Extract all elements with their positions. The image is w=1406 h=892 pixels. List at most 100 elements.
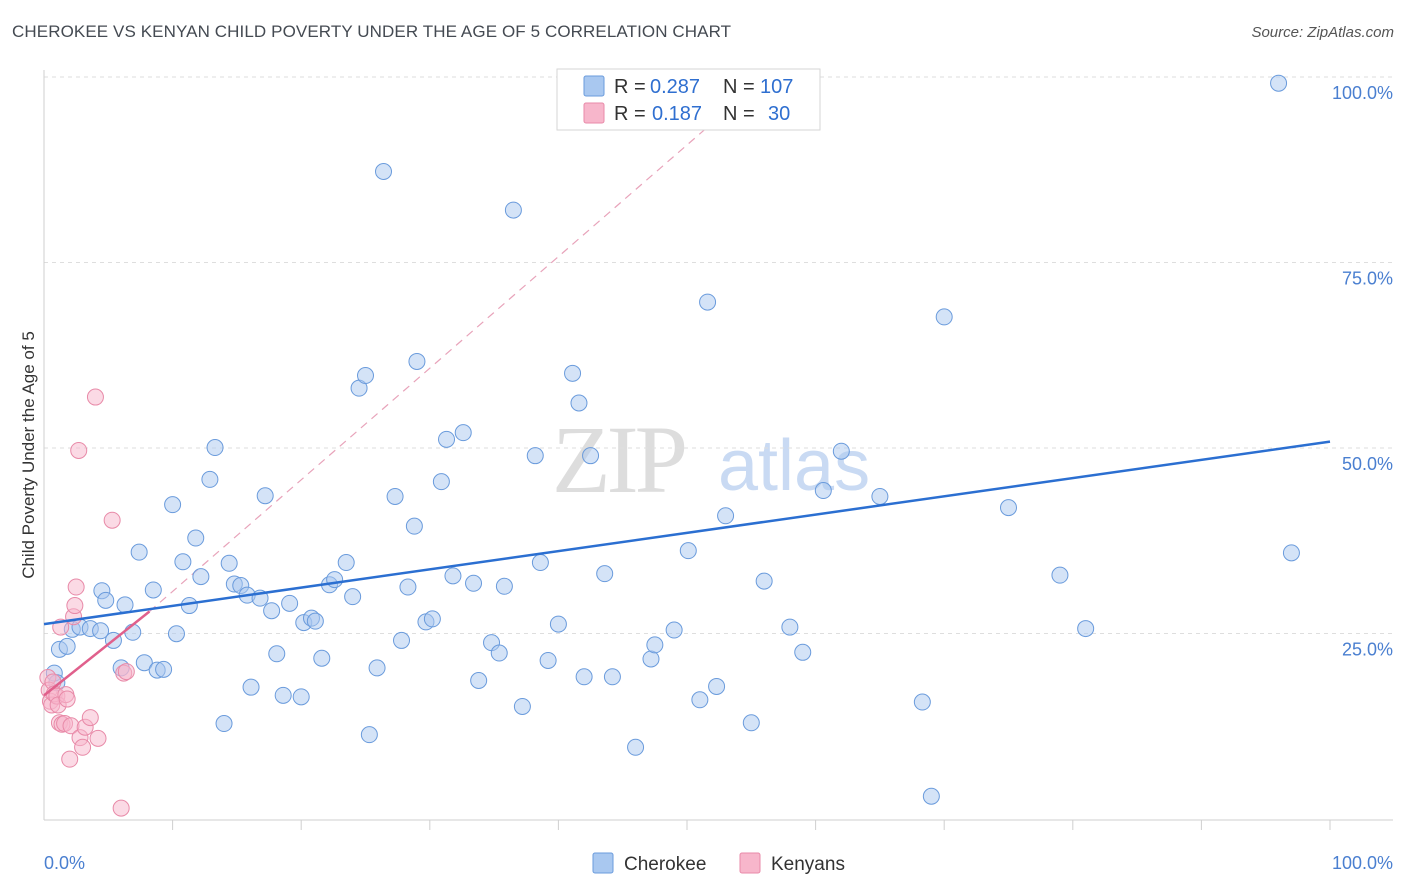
y-axis-label: Child Poverty Under the Age of 5 (19, 331, 38, 579)
kenyan-point-23 (81, 709, 99, 727)
cherokee-point-84 (665, 621, 683, 639)
cherokee-point-61 (438, 430, 456, 448)
cherokee-point-19 (164, 496, 182, 514)
cherokee-point-32 (242, 678, 260, 696)
cherokee-point-20 (167, 625, 185, 643)
cherokee-point-83 (646, 636, 664, 654)
cherokee-point-42 (306, 612, 324, 630)
x-axis-ticks (172, 820, 1331, 830)
kenyan-point-26 (103, 511, 121, 529)
legend-n-label-2: N = (723, 103, 755, 125)
cherokee-point-104 (1282, 544, 1300, 562)
cherokee-point-23 (187, 529, 205, 547)
cherokee-point-43 (313, 649, 331, 667)
cherokee-point-101 (1051, 566, 1069, 584)
cherokee-point-77 (575, 668, 593, 686)
cherokee-point-98 (922, 787, 940, 805)
cherokee-point-25 (201, 470, 219, 488)
y-tick-label-25: 25.0% (1342, 640, 1393, 660)
cherokee-point-45 (326, 571, 344, 589)
cherokee-point-79 (596, 565, 614, 583)
cherokee-point-95 (832, 442, 850, 460)
bottom-legend-label-cherokee: Cherokee (624, 854, 706, 875)
legend-n-value-2: 30 (768, 103, 790, 125)
cherokee-point-53 (386, 487, 404, 505)
kenyan-regression-line (43, 610, 151, 697)
cherokee-point-73 (539, 651, 557, 669)
watermark-atlas: atlas (718, 426, 870, 506)
cherokee-point-91 (755, 572, 773, 590)
x-tick-label-min: 0.0% (44, 853, 85, 873)
cherokee-point-78 (582, 447, 600, 465)
cherokee-point-90 (742, 714, 760, 732)
cherokee-point-71 (526, 447, 544, 465)
cherokee-point-68 (495, 577, 513, 595)
cherokee-point-57 (408, 352, 426, 370)
kenyan-point-21 (74, 738, 92, 756)
y-tick-label-50: 50.0% (1342, 454, 1393, 474)
cherokee-point-3 (58, 637, 76, 655)
cherokee-point-47 (344, 588, 362, 606)
legend-r-label-2: R = (614, 103, 646, 125)
kenyan-point-19 (70, 441, 88, 459)
legend-swatch-cherokee (583, 75, 605, 97)
cherokee-point-62 (444, 567, 462, 585)
cherokee-point-35 (263, 602, 281, 620)
cherokee-point-65 (470, 672, 488, 690)
cherokee-point-36 (268, 645, 286, 663)
cherokee-point-49 (357, 367, 374, 385)
bottom-legend-label-kenyans: Kenyans (771, 854, 845, 875)
cherokee-point-69 (504, 201, 522, 219)
cherokee-point-99 (935, 308, 953, 326)
cherokee-point-27 (215, 715, 233, 733)
cherokee-point-26 (206, 439, 224, 457)
cherokee-point-88 (708, 677, 726, 695)
cherokee-point-97 (913, 693, 931, 711)
kenyan-point-14 (61, 750, 79, 768)
cherokee-point-86 (691, 691, 709, 709)
cherokee-point-64 (465, 574, 483, 592)
cherokee-point-87 (699, 293, 717, 311)
cherokee-point-54 (393, 631, 411, 649)
cherokee-point-70 (513, 697, 531, 715)
cherokee-points (45, 74, 1300, 805)
y-tick-labels: 25.0% 50.0% 75.0% 100.0% (1332, 83, 1393, 660)
bottom-legend-swatch-cherokee (592, 852, 614, 874)
cherokee-point-76 (570, 394, 588, 412)
cherokee-point-59 (423, 610, 441, 628)
series-legend: Cherokee Kenyans (592, 852, 845, 875)
cherokee-point-9 (97, 591, 115, 609)
cherokee-point-63 (454, 424, 472, 442)
watermark: ZIP atlas (552, 406, 870, 513)
cherokee-point-16 (144, 581, 162, 599)
cherokee-point-96 (871, 487, 889, 505)
kenyan-point-18 (67, 578, 85, 596)
cherokee-point-75 (564, 364, 582, 382)
cherokee-point-102 (1077, 620, 1095, 638)
cherokee-point-13 (124, 623, 142, 641)
legend-r-value-2: 0.187 (652, 103, 702, 125)
x-tick-label-max: 100.0% (1332, 853, 1393, 873)
reference-diagonal-line (149, 77, 765, 612)
cherokee-point-37 (274, 686, 292, 704)
kenyan-point-27 (112, 799, 130, 817)
cherokee-point-34 (256, 487, 274, 505)
cherokee-point-100 (1000, 499, 1017, 517)
cherokee-point-50 (360, 726, 378, 744)
legend-swatch-kenyans (583, 102, 605, 124)
kenyan-point-24 (86, 388, 104, 406)
cherokee-point-92 (781, 618, 799, 636)
cherokee-point-22 (180, 597, 198, 615)
cherokee-point-56 (405, 517, 423, 535)
kenyan-point-25 (89, 729, 107, 747)
legend-r-label-1: R = (614, 76, 646, 98)
cherokee-regression-line (43, 440, 1331, 626)
cherokee-point-15 (135, 654, 153, 672)
cherokee-point-94 (814, 482, 832, 500)
kenyan-point-13 (58, 690, 76, 708)
source-label: Source: ZipAtlas.com (1251, 24, 1394, 41)
cherokee-point-14 (130, 543, 148, 561)
cherokee-point-46 (337, 554, 355, 572)
cherokee-point-18 (155, 660, 173, 678)
